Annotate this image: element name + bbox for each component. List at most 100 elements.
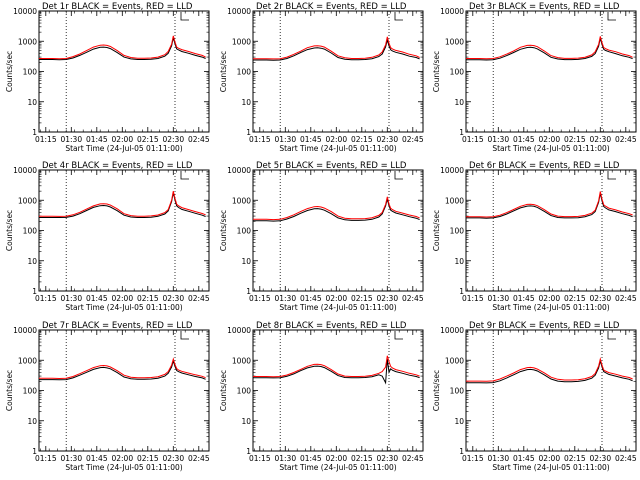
x-tick-label: 01:30 — [487, 294, 509, 303]
x-tick-label: 01:30 — [487, 454, 509, 463]
x-tick-label: 02:15 — [564, 135, 586, 144]
y-tick-label: 10 — [27, 417, 37, 426]
plot-frame — [252, 169, 424, 292]
series-line-events — [39, 37, 206, 61]
legend-mark — [180, 12, 189, 21]
chart-title: Det 8r BLACK = Events, RED = LLD — [256, 321, 407, 331]
x-tick-label: 02:15 — [564, 454, 586, 463]
x-tick-label: 01:15 — [35, 294, 57, 303]
x-tick-label: 02:30 — [162, 454, 184, 463]
x-tick-label: 01:15 — [249, 294, 271, 303]
y-tick-label: 1 — [459, 447, 464, 456]
x-tick-label: 01:45 — [300, 454, 322, 463]
x-tick-label: 02:30 — [376, 454, 398, 463]
x-tick-label: 01:15 — [249, 454, 271, 463]
series-line-events — [253, 358, 420, 385]
y-tick-label: 10 — [454, 98, 464, 107]
x-tick-label: 01:15 — [35, 135, 57, 144]
chart-title: Det 5r BLACK = Events, RED = LLD — [256, 161, 407, 171]
x-tick-label: 01:45 — [513, 294, 535, 303]
series-line-events — [466, 193, 633, 219]
x-tick-label: 02:00 — [325, 135, 347, 144]
series-line-events — [39, 359, 206, 381]
y-tick-label: 10 — [454, 257, 464, 266]
x-tick-label: 02:15 — [351, 294, 373, 303]
y-tick-label: 100 — [450, 227, 465, 236]
x-tick-label: 02:15 — [564, 294, 586, 303]
y-tick-label: 1 — [32, 287, 37, 296]
series-line-lld — [39, 35, 206, 60]
y-tick-label: 10000 — [440, 7, 464, 16]
x-axis-label: Start Time (24-Jul-05 01:11:00) — [279, 303, 396, 312]
x-tick-label: 01:15 — [462, 294, 484, 303]
legend-mark — [394, 331, 403, 340]
y-tick-label: 1 — [32, 128, 37, 137]
series-line-events — [253, 38, 420, 61]
x-tick-label: 02:45 — [188, 294, 210, 303]
legend-mark — [394, 171, 403, 180]
chart-panel-1: Det 1r BLACK = Events, RED = LLD 1 10 100 10… — [5, 2, 210, 153]
x-tick-label: 01:30 — [274, 454, 296, 463]
x-tick-label: 01:30 — [487, 135, 509, 144]
x-tick-label: 01:45 — [86, 294, 108, 303]
x-axis-label: Start Time (24-Jul-05 01:11:00) — [492, 463, 609, 472]
x-tick-label: 02:45 — [615, 454, 637, 463]
y-tick-label: 1000 — [232, 196, 251, 205]
y-tick-label: 1000 — [445, 37, 464, 46]
y-axis-label: Counts/sec — [219, 370, 228, 411]
y-tick-label: 100 — [23, 387, 38, 396]
y-tick-label: 10000 — [13, 326, 37, 335]
legend-mark — [180, 331, 189, 340]
x-tick-label: 02:45 — [615, 294, 637, 303]
y-tick-label: 1 — [459, 128, 464, 137]
chart-panel-7: Det 7r BLACK = Events, RED = LLD 1 10 100 10… — [5, 321, 210, 472]
y-tick-label: 10 — [27, 257, 37, 266]
x-tick-label: 01:30 — [274, 294, 296, 303]
x-tick-label: 01:45 — [300, 135, 322, 144]
plot-frame — [38, 169, 210, 292]
series-line-events — [39, 192, 206, 218]
x-tick-label: 01:45 — [86, 135, 108, 144]
y-tick-label: 10000 — [440, 166, 464, 175]
x-tick-label: 02:30 — [589, 454, 611, 463]
x-tick-label: 02:45 — [402, 454, 424, 463]
x-tick-label: 02:15 — [137, 454, 159, 463]
y-tick-label: 1000 — [18, 356, 37, 365]
series-line-lld — [39, 190, 206, 217]
chart-panel-5: Det 5r BLACK = Events, RED = LLD 1 10 100 10… — [219, 161, 424, 312]
y-tick-label: 100 — [23, 227, 38, 236]
x-axis-label: Start Time (24-Jul-05 01:11:00) — [279, 463, 396, 472]
x-tick-label: 01:30 — [60, 294, 82, 303]
x-tick-label: 02:15 — [351, 135, 373, 144]
x-axis-label: Start Time (24-Jul-05 01:11:00) — [492, 144, 609, 153]
x-tick-label: 02:00 — [538, 135, 560, 144]
y-tick-label: 1000 — [18, 37, 37, 46]
series-line-lld — [466, 357, 633, 382]
y-axis-label: Counts/sec — [432, 370, 441, 411]
y-tick-label: 100 — [450, 387, 465, 396]
y-tick-label: 100 — [237, 387, 252, 396]
y-tick-label: 1 — [246, 128, 251, 137]
chart-title: Det 3r BLACK = Events, RED = LLD — [469, 2, 620, 12]
series-line-lld — [466, 191, 633, 218]
x-tick-label: 02:30 — [376, 294, 398, 303]
y-tick-label: 100 — [237, 68, 252, 77]
chart-panel-9: Det 9r BLACK = Events, RED = LLD 1 10 100 10… — [432, 321, 637, 472]
y-axis-label: Counts/sec — [219, 51, 228, 92]
x-axis-label: Start Time (24-Jul-05 01:11:00) — [279, 144, 396, 153]
y-tick-label: 1000 — [445, 196, 464, 205]
series-line-lld — [253, 196, 420, 221]
plot-frame — [38, 10, 210, 133]
x-tick-label: 01:15 — [35, 454, 57, 463]
y-tick-label: 100 — [450, 68, 465, 77]
y-tick-label: 1000 — [445, 356, 464, 365]
x-axis-label: Start Time (24-Jul-05 01:11:00) — [65, 463, 182, 472]
x-tick-label: 01:15 — [462, 454, 484, 463]
x-tick-label: 01:30 — [60, 454, 82, 463]
x-tick-label: 02:30 — [589, 294, 611, 303]
series-line-lld — [39, 357, 206, 380]
y-tick-label: 10000 — [227, 7, 251, 16]
x-tick-label: 02:45 — [188, 135, 210, 144]
x-tick-label: 01:15 — [462, 135, 484, 144]
